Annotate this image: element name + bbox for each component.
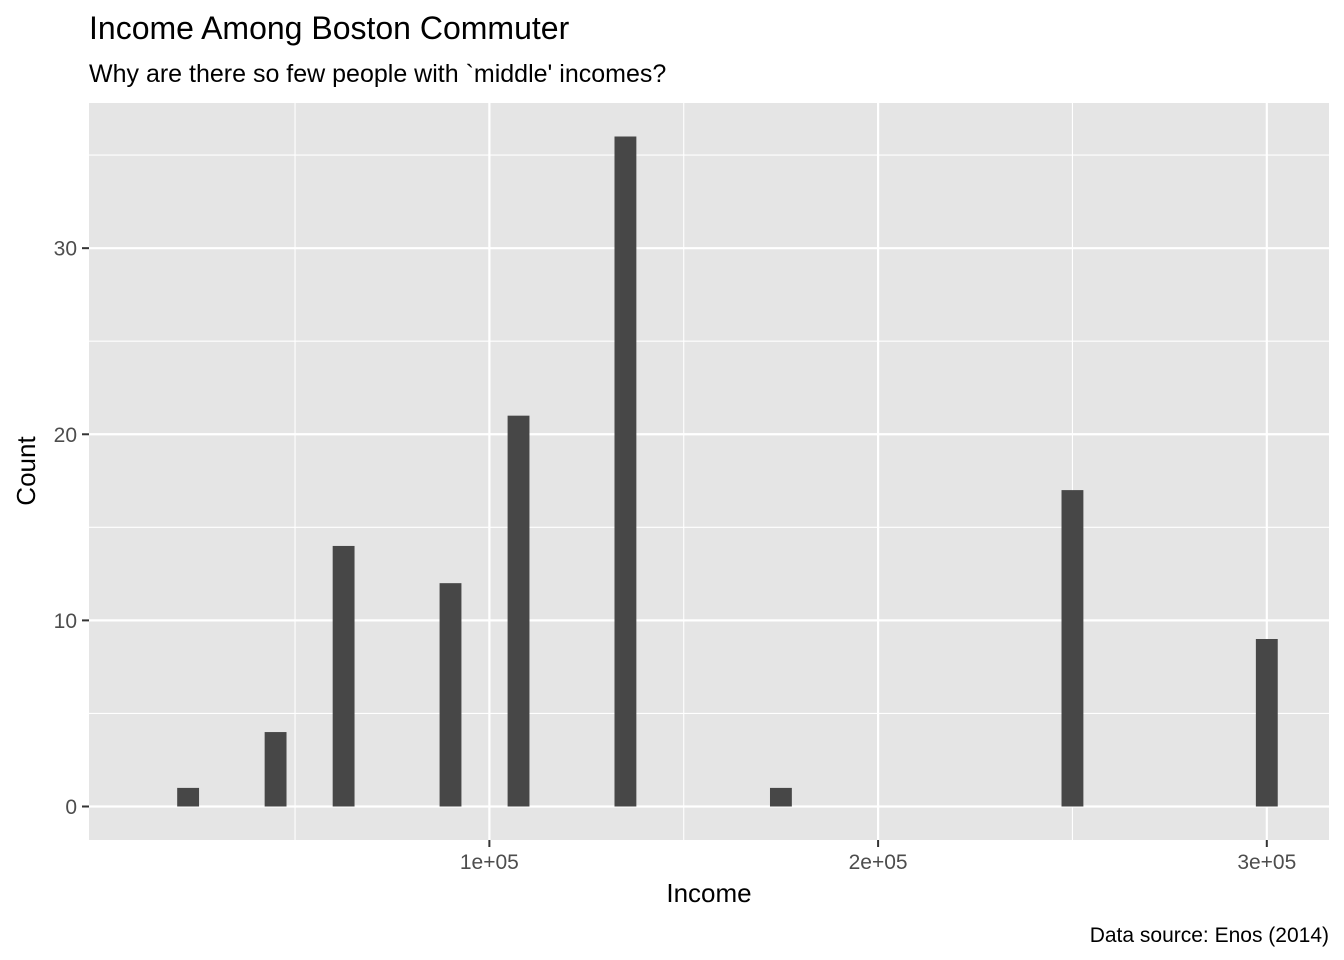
y-tick-label: 20	[54, 424, 77, 447]
y-tick-label: 10	[54, 610, 77, 633]
x-tick-label: 2e+05	[849, 851, 908, 874]
x-tick-label: 1e+05	[460, 851, 519, 874]
histogram-bar	[769, 787, 792, 807]
histogram-bar	[332, 545, 355, 807]
y-axis-title: Count	[11, 436, 41, 506]
histogram-bar	[614, 136, 637, 807]
y-tick-label: 30	[54, 238, 77, 261]
histogram-bar	[1061, 490, 1084, 807]
chart-caption: Data source: Enos (2014)	[1090, 924, 1329, 947]
bars	[177, 136, 1278, 807]
histogram-bar	[177, 787, 200, 807]
y-tick-label: 0	[65, 796, 77, 819]
axes: 0 10 20 30 1e+05 2e+05 3e+05	[54, 238, 1297, 874]
histogram-bar	[264, 732, 287, 807]
x-axis-title: Income	[666, 878, 751, 908]
chart-subtitle: Why are there so few people with `middle…	[89, 60, 666, 88]
histogram-bar	[507, 415, 530, 807]
x-tick-label: 3e+05	[1237, 851, 1296, 874]
histogram-bar	[1255, 639, 1278, 807]
histogram-bar	[439, 583, 462, 807]
plot-panel	[89, 103, 1329, 840]
chart-title: Income Among Boston Commuter	[89, 10, 570, 46]
